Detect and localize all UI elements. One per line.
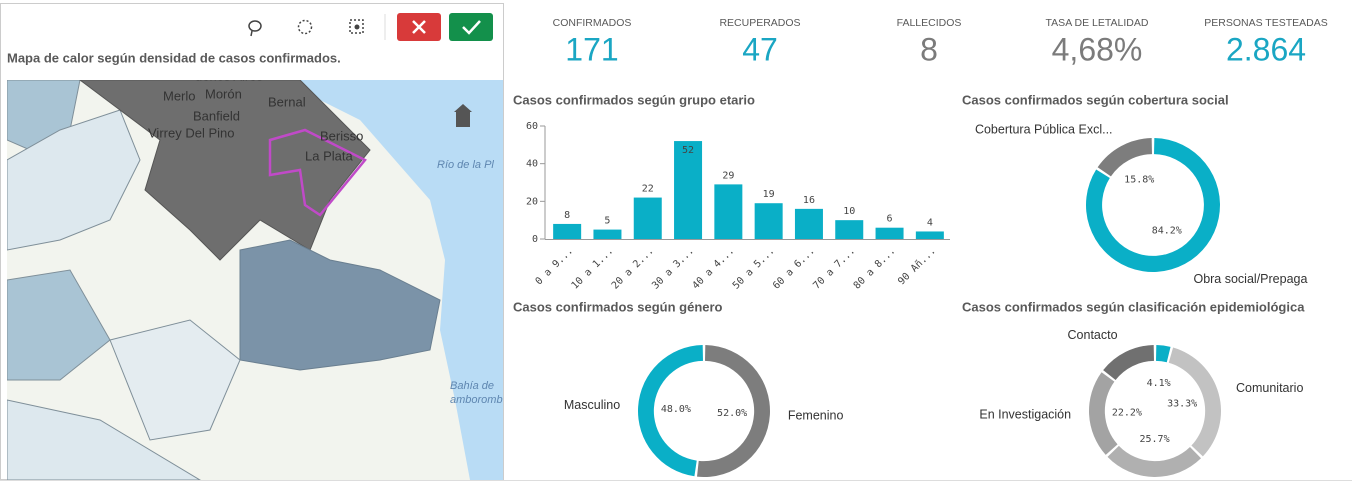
region <box>109 319 241 441</box>
category-label: Contacto <box>1068 328 1118 342</box>
kpi-label: CONFIRMADOS <box>553 17 632 29</box>
bar <box>794 208 823 239</box>
map: uenos Aires Merlo Morón Bernal Banfield Virre… <box>7 68 509 480</box>
bar <box>754 203 783 239</box>
data-label: 8 <box>564 210 570 221</box>
data-label: 22.2% <box>1112 407 1142 418</box>
data-label: 33.3% <box>1167 399 1197 410</box>
bar <box>633 197 662 239</box>
data-label: 29 <box>722 170 734 181</box>
place-label: Bahía de <box>450 380 494 392</box>
data-label: 4.1% <box>1147 378 1171 389</box>
data-label: 16 <box>803 195 815 206</box>
map-title: Mapa de calor según densidad de casos co… <box>7 50 341 65</box>
place-label: uenos Aires <box>195 68 263 83</box>
region <box>7 109 141 251</box>
category-label: Obra social/Prepaga <box>1193 272 1307 286</box>
bar <box>553 223 582 239</box>
donut-segment <box>638 345 703 477</box>
bar <box>714 184 743 239</box>
rect-select-tool[interactable] <box>349 19 364 34</box>
place-label: Morón <box>205 86 242 101</box>
home-button[interactable] <box>454 104 472 127</box>
confirm-button[interactable] <box>449 13 493 41</box>
kpi-value: 8 <box>920 31 938 67</box>
data-label: 52 <box>682 145 694 156</box>
kpi-value: 4,68% <box>1052 31 1143 67</box>
toolbar <box>248 13 493 41</box>
chart-title: Casos confirmados según cobertura social <box>962 92 1229 107</box>
circle-select-tool[interactable] <box>297 19 313 35</box>
donut-segment <box>697 345 771 478</box>
kpi-label: PERSONAS TESTEADAS <box>1204 17 1328 29</box>
donut-segment <box>1089 372 1118 455</box>
kpi-value: 171 <box>565 31 618 67</box>
water <box>300 80 503 480</box>
data-label: 52.0% <box>717 408 747 419</box>
region <box>239 239 441 371</box>
data-label: 10 <box>843 206 855 217</box>
kpi-label: RECUPERADOS <box>719 17 800 29</box>
place-label: Bernal <box>268 94 306 109</box>
data-label: 84.2% <box>1152 225 1182 236</box>
category-label: Femenino <box>788 409 844 423</box>
bar <box>674 141 703 239</box>
donut-segment <box>1107 445 1202 477</box>
kpi-value: 47 <box>742 31 778 67</box>
category-label: Masculino <box>564 398 620 412</box>
place-label: Virrey Del Pino <box>148 125 234 140</box>
region <box>79 80 371 261</box>
donut-segment <box>1103 345 1154 380</box>
y-tick-label: 40 <box>526 159 538 170</box>
region <box>7 269 111 381</box>
place-label: La Plata <box>305 148 353 163</box>
bar <box>593 229 622 239</box>
lasso-tool[interactable] <box>248 20 262 37</box>
donut-segment <box>1097 138 1152 177</box>
category-label: En Investigación <box>979 408 1071 422</box>
bar <box>875 227 904 239</box>
cancel-button[interactable] <box>397 13 441 41</box>
data-label: 15.8% <box>1124 175 1154 186</box>
kpi-label: FALLECIDOS <box>897 17 962 29</box>
category-label: Comunitario <box>1236 381 1303 395</box>
data-label: 25.7% <box>1140 434 1170 445</box>
selection-outline <box>268 128 367 217</box>
place-label: Banfield <box>193 108 240 123</box>
data-label: 22 <box>642 184 654 195</box>
data-label: 5 <box>604 216 610 227</box>
data-label: 48.0% <box>661 404 691 415</box>
place-label: Berisso <box>320 128 363 143</box>
chart-title: Casos confirmados según género <box>513 299 723 314</box>
kpi-value: 2.864 <box>1226 31 1306 67</box>
data-label: 6 <box>887 214 893 225</box>
place-label: amborombó <box>450 394 509 406</box>
chart-title: Casos confirmados según clasificación ep… <box>962 299 1305 314</box>
category-label: Cobertura Pública Excl... <box>975 123 1113 137</box>
data-label: 19 <box>763 189 775 200</box>
bar <box>835 220 864 239</box>
donut-segment <box>1168 347 1221 457</box>
kpi-label: TASA DE LETALIDAD <box>1046 17 1149 29</box>
y-tick-label: 60 <box>526 121 538 132</box>
donut-segment <box>1156 345 1171 363</box>
place-label: Merlo <box>163 88 196 103</box>
place-label: Río de la Pl <box>437 159 494 171</box>
chart-title: Casos confirmados según grupo etario <box>513 92 755 107</box>
region <box>7 399 201 480</box>
data-label: 4 <box>927 217 933 228</box>
y-tick-label: 0 <box>532 234 538 245</box>
y-tick-label: 20 <box>526 196 538 207</box>
bar <box>915 231 944 239</box>
